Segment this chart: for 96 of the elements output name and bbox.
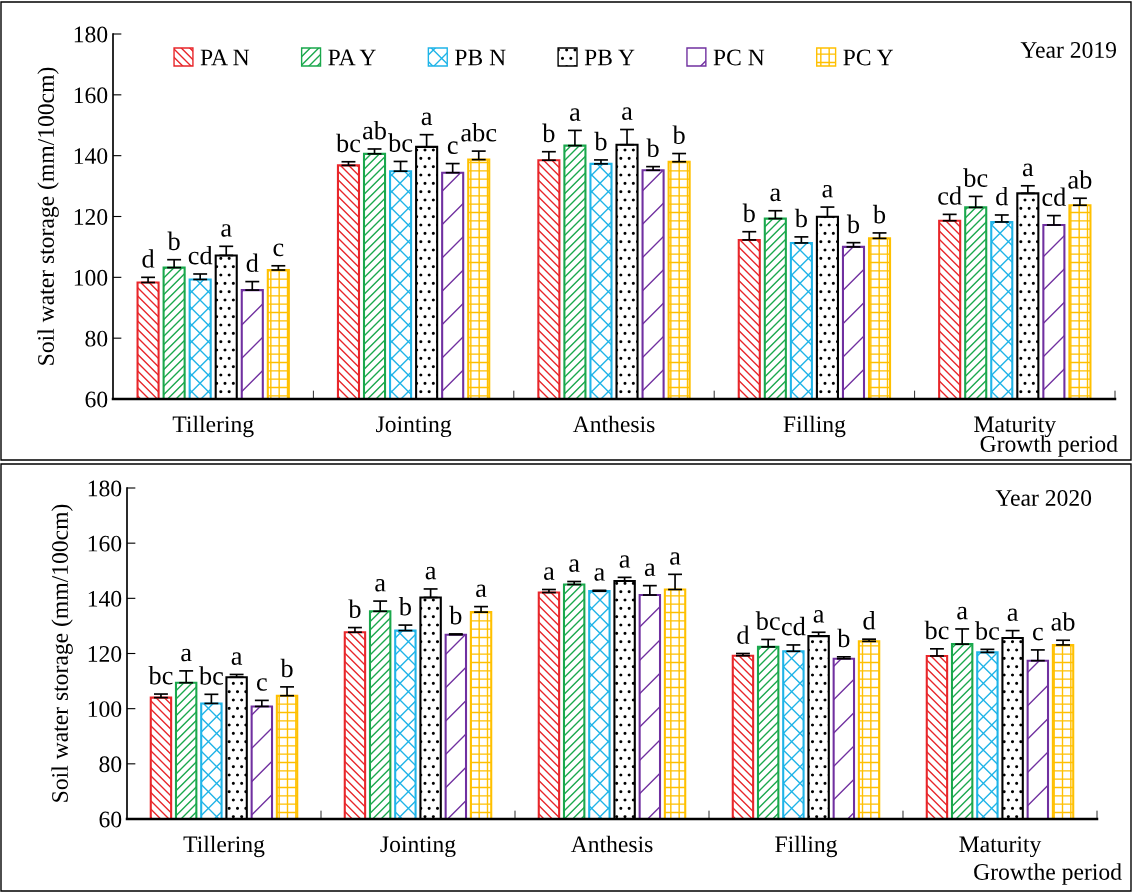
legend-label: PC N [713,49,765,66]
y-tick-label: 160 [74,87,108,104]
data-label: cd [1042,187,1067,207]
data-label: b [542,123,555,143]
y-tick-label: 80 [85,330,108,347]
data-label: b [348,599,361,619]
x-tick-label: Jointing [380,836,456,858]
data-label: b [646,138,659,158]
data-label: b [594,131,607,151]
data-label: abc [461,123,497,142]
y-tick-label: 180 [88,480,122,497]
data-label: a [622,107,633,120]
data-label: d [737,625,750,644]
data-label: b [872,204,886,224]
x-tick-label: Tillering [183,835,265,858]
x-tick-label: Anthesis [572,415,655,433]
x-tick-label: Anthesis [570,835,653,853]
data-label: b [398,596,411,616]
data-label: a [670,552,681,565]
legend-label: PA Y [328,49,376,66]
data-label: a [594,568,605,581]
data-label: cd [938,186,962,205]
data-label: cd [188,245,213,265]
data-label: ab [1051,612,1075,631]
y-tick-label: 140 [88,590,122,607]
y-tick-label: 100 [74,269,108,286]
data-label: ab [1068,170,1092,189]
data-label: bc [148,665,173,685]
annotation: Year 2020 [995,489,1092,506]
x-axis-title: Growth period [980,435,1118,457]
data-label: a [221,224,232,237]
y-tick-label: 160 [88,535,122,552]
data-label: bc [755,611,780,630]
data-label: bc [198,666,224,685]
data-label: a [644,563,656,577]
data-label: bc [336,133,361,153]
data-label: ab [363,120,386,140]
data-label: a [181,648,192,662]
data-label: cd [781,616,806,636]
y-tick-label: 60 [85,391,108,408]
data-label: a [544,567,555,580]
data-label: c [1032,627,1043,641]
data-label: c [256,678,267,691]
x-tick-label: Tillering [172,415,254,438]
data-label: a [421,112,433,126]
data-label: a [425,566,437,580]
data-label: b [167,231,180,251]
y-axis-title: Soil water storage (mm/100cm) [51,504,73,802]
data-label: c [447,141,458,155]
data-label: a [231,652,243,665]
y-tick-label: 60 [99,811,122,828]
data-label: a [957,606,968,620]
data-label: bc [388,133,413,152]
x-axis-title: Growthe period [974,863,1122,885]
data-label: b [449,605,462,625]
y-axis-title: Soil water storage (mm/100cm) [37,67,59,365]
annotation: Year 2019 [1020,41,1117,58]
y-tick-label: 80 [99,756,122,773]
data-label: b [672,125,685,145]
data-label: b [742,203,755,223]
data-label: bc [974,621,1000,640]
data-label: a [1022,163,1034,177]
data-label: a [1007,608,1019,622]
x-tick-label: Filling [775,835,838,858]
data-label: a [813,610,825,623]
data-label: b [280,658,293,678]
legend-label: PB Y [584,49,635,66]
x-tick-label: Filling [783,415,846,438]
x-tick-label: Maturity [974,416,1057,438]
data-label: b [837,628,850,648]
data-label: bc [924,620,949,640]
data-label: d [996,186,1009,206]
data-label: a [375,578,386,592]
data-label: a [476,584,487,598]
x-tick-label: Maturity [959,836,1042,858]
data-label: a [822,184,833,198]
data-label: bc [963,168,988,187]
legend-label: PA N [200,49,250,66]
data-label: d [246,253,259,273]
y-tick-label: 100 [88,701,122,718]
x-tick-label: Jointing [376,416,452,438]
data-label: a [619,555,631,568]
data-label: b [846,214,860,234]
data-label: a [569,108,581,121]
data-label: d [142,249,155,268]
legend-label: PB N [455,49,506,66]
legend-label: PC Y [843,49,894,66]
y-tick-label: 140 [74,148,108,165]
data-label: c [273,243,284,257]
y-tick-label: 120 [88,645,122,662]
data-label: d [863,611,876,630]
y-tick-label: 180 [74,26,108,43]
y-tick-label: 120 [74,208,108,225]
data-label: b [794,208,807,228]
data-label: a [569,559,580,572]
data-label: a [770,188,781,202]
